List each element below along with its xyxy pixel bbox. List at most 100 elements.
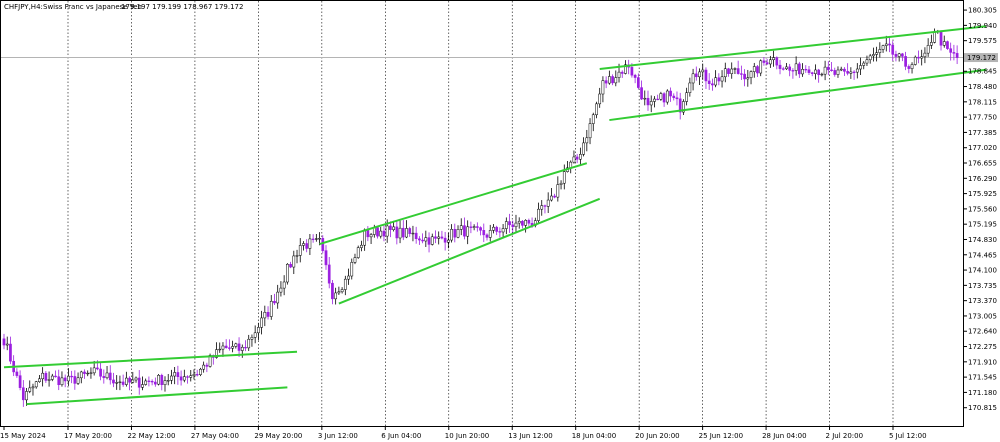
candle: [440, 230, 444, 240]
candle: [720, 70, 724, 88]
candle: [891, 41, 895, 61]
candle: [269, 295, 273, 320]
candle: [662, 92, 666, 107]
x-tick-label: 20 Jun 20:00: [635, 432, 679, 440]
candle: [356, 245, 360, 259]
candle: [231, 340, 234, 353]
candle: [2, 333, 6, 350]
x-tick-label: 13 Jun 12:00: [508, 432, 552, 440]
candle: [70, 370, 73, 384]
candle: [147, 376, 151, 387]
candle: [157, 374, 160, 386]
candle: [398, 220, 402, 244]
candle: [347, 268, 350, 285]
y-tick-label: 176.655: [968, 160, 997, 168]
candle: [21, 380, 25, 407]
symbol-label: CHFJPY,H4:: [4, 3, 43, 11]
candle: [276, 284, 280, 309]
candle: [930, 34, 933, 49]
candle: [604, 76, 608, 89]
candle: [447, 232, 450, 249]
candle: [614, 70, 618, 87]
x-tick-label: 5 Jul 12:00: [889, 432, 927, 440]
trendline-channel-2-lower[interactable]: [338, 197, 601, 305]
candle: [466, 220, 470, 245]
y-tick-label: 178.115: [968, 98, 997, 106]
candle: [224, 339, 228, 349]
candle: [653, 96, 656, 108]
candle: [691, 68, 695, 91]
y-tick-label: 174.465: [968, 251, 997, 259]
candle: [772, 50, 775, 67]
candle: [759, 59, 763, 77]
candle: [881, 44, 885, 53]
x-tick-label: 28 Jun 04:00: [762, 432, 806, 440]
candle: [121, 374, 125, 387]
candle: [424, 230, 428, 247]
y-tick-label: 179.575: [968, 37, 997, 45]
candle: [955, 45, 959, 65]
candle: [762, 57, 766, 66]
candle: [904, 51, 907, 71]
candle: [765, 58, 769, 65]
time-axis: 15 May 2024 17 May 20:00 22 May 12:00 27 Ma…: [0, 426, 927, 440]
candle: [752, 62, 756, 78]
y-tick-label: 171.545: [968, 374, 997, 382]
candle: [488, 224, 492, 242]
candle: [340, 287, 344, 294]
candle: [495, 225, 499, 236]
trendline-channel-2-upper[interactable]: [319, 162, 588, 246]
y-tick-label: 175.560: [968, 205, 997, 213]
candle: [843, 67, 846, 77]
candle: [801, 63, 804, 77]
candle: [260, 310, 263, 335]
x-tick-label: 29 May 20:00: [254, 432, 302, 440]
trendline-channel-3-lower[interactable]: [609, 68, 987, 122]
candle: [25, 388, 28, 406]
candle: [756, 65, 759, 77]
candle: [817, 68, 821, 83]
candle: [18, 370, 22, 391]
candle: [852, 70, 856, 80]
candle: [656, 94, 660, 101]
candle: [99, 362, 102, 381]
candle: [601, 76, 605, 103]
candle: [550, 187, 553, 202]
candle: [205, 362, 209, 373]
candle: [926, 38, 930, 57]
x-tick-label: 27 May 04:00: [191, 432, 239, 440]
candle: [179, 370, 183, 386]
candle: [369, 232, 373, 245]
candle: [907, 64, 911, 74]
candle: [865, 55, 869, 66]
candle: [521, 219, 524, 229]
candle: [884, 35, 888, 52]
candle: [395, 221, 399, 245]
candle: [292, 250, 296, 275]
candle: [382, 225, 386, 242]
candle: [5, 336, 9, 351]
candle: [76, 372, 80, 386]
candle: [450, 224, 453, 243]
candle: [698, 68, 701, 85]
candle: [582, 137, 585, 157]
candle: [86, 370, 90, 377]
candle: [266, 306, 270, 320]
candle: [160, 373, 164, 391]
x-tick-label: 10 Jun 20:00: [445, 432, 489, 440]
trendline-channel-1-upper[interactable]: [3, 350, 298, 369]
candle: [659, 91, 663, 101]
candle: [337, 286, 341, 295]
trendline-channel-3-upper[interactable]: [599, 25, 987, 70]
candle: [727, 67, 730, 77]
candle: [134, 376, 138, 383]
y-tick-label: 177.750: [968, 114, 997, 122]
candle: [855, 63, 859, 79]
candle: [131, 371, 135, 384]
candle: [492, 223, 495, 234]
candle: [633, 73, 637, 84]
candle: [228, 339, 231, 351]
trendline-channel-1-lower[interactable]: [26, 386, 288, 406]
